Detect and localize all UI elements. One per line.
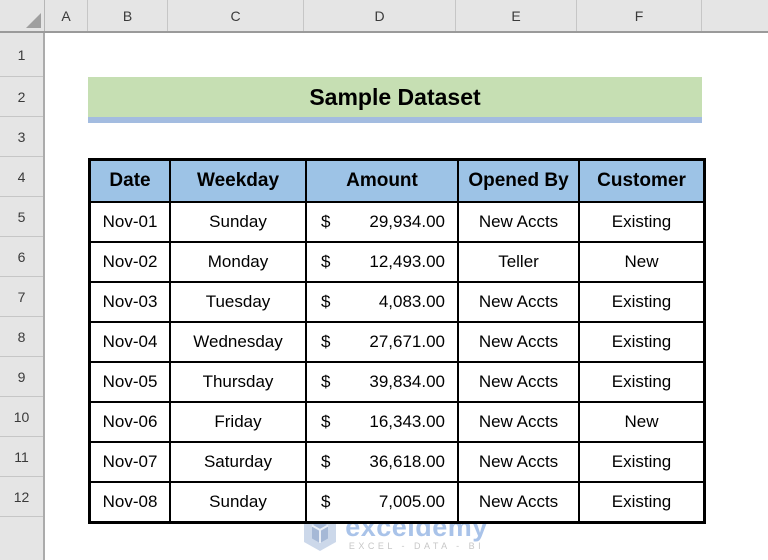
dataset-title-cell[interactable]: Sample Dataset <box>88 77 702 123</box>
table-row: Nov-02 Monday $12,493.00 Teller New <box>88 241 706 283</box>
cell-weekday[interactable]: Sunday <box>169 481 307 524</box>
cell-amount[interactable]: $39,834.00 <box>305 361 459 403</box>
currency-symbol: $ <box>321 492 331 511</box>
column-header-partial[interactable] <box>702 0 768 31</box>
table-row: Nov-04 Wednesday $27,671.00 New Accts Ex… <box>88 321 706 363</box>
currency-symbol: $ <box>321 292 331 311</box>
row-header-12[interactable]: 12 <box>0 477 43 517</box>
table-row: Nov-01 Sunday $29,934.00 New Accts Exist… <box>88 201 706 243</box>
table-row: Nov-07 Saturday $36,618.00 New Accts Exi… <box>88 441 706 483</box>
cell-customer[interactable]: Existing <box>578 201 706 243</box>
amount-value: 29,934.00 <box>369 212 445 231</box>
table-row: Nov-03 Tuesday $4,083.00 New Accts Exist… <box>88 281 706 323</box>
row-header-3[interactable]: 3 <box>0 117 43 157</box>
select-all-corner[interactable] <box>0 0 45 31</box>
cell-date[interactable]: Nov-05 <box>88 361 171 403</box>
dataset-table: Date Weekday Amount Opened By Customer N… <box>88 158 706 524</box>
cell-date[interactable]: Nov-08 <box>88 481 171 524</box>
row-header-7[interactable]: 7 <box>0 277 43 317</box>
currency-symbol: $ <box>321 252 331 271</box>
cell-opened-by[interactable]: New Accts <box>457 201 580 243</box>
row-header-5[interactable]: 5 <box>0 197 43 237</box>
table-row: Nov-06 Friday $16,343.00 New Accts New <box>88 401 706 443</box>
cell-weekday[interactable]: Sunday <box>169 201 307 243</box>
header-customer[interactable]: Customer <box>578 158 706 203</box>
cell-opened-by[interactable]: Teller <box>457 241 580 283</box>
currency-symbol: $ <box>321 212 331 231</box>
amount-value: 4,083.00 <box>378 292 445 311</box>
select-all-triangle-icon <box>26 13 41 28</box>
cell-date[interactable]: Nov-07 <box>88 441 171 483</box>
cell-customer[interactable]: Existing <box>578 481 706 524</box>
cell-opened-by[interactable]: New Accts <box>457 321 580 363</box>
cell-customer[interactable]: Existing <box>578 281 706 323</box>
header-opened-by[interactable]: Opened By <box>457 158 580 203</box>
cell-opened-by[interactable]: New Accts <box>457 441 580 483</box>
row-header-10[interactable]: 10 <box>0 397 43 437</box>
row-header-9[interactable]: 9 <box>0 357 43 397</box>
table-row: Nov-05 Thursday $39,834.00 New Accts Exi… <box>88 361 706 403</box>
cell-amount[interactable]: $12,493.00 <box>305 241 459 283</box>
column-header-f[interactable]: F <box>577 0 702 31</box>
watermark-tagline: EXCEL - DATA - BI <box>348 540 485 551</box>
currency-symbol: $ <box>321 332 331 351</box>
row-header-6[interactable]: 6 <box>0 237 43 277</box>
cell-amount[interactable]: $4,083.00 <box>305 281 459 323</box>
header-weekday[interactable]: Weekday <box>169 158 307 203</box>
cell-weekday[interactable]: Wednesday <box>169 321 307 363</box>
amount-value: 36,618.00 <box>369 452 445 471</box>
row-header-8[interactable]: 8 <box>0 317 43 357</box>
row-header-4[interactable]: 4 <box>0 157 43 197</box>
cell-weekday[interactable]: Monday <box>169 241 307 283</box>
row-header-strip: 1 2 3 4 5 6 7 8 9 10 11 12 <box>0 33 45 560</box>
header-date[interactable]: Date <box>88 158 171 203</box>
cell-opened-by[interactable]: New Accts <box>457 281 580 323</box>
cell-amount[interactable]: $36,618.00 <box>305 441 459 483</box>
column-header-strip: A B C D E F <box>0 0 768 33</box>
cell-opened-by[interactable]: New Accts <box>457 481 580 524</box>
row-header-1[interactable]: 1 <box>0 33 43 77</box>
cell-customer[interactable]: New <box>578 401 706 443</box>
cell-customer[interactable]: Existing <box>578 441 706 483</box>
cell-date[interactable]: Nov-01 <box>88 201 171 243</box>
cell-amount[interactable]: $7,005.00 <box>305 481 459 524</box>
cell-opened-by[interactable]: New Accts <box>457 401 580 443</box>
header-amount[interactable]: Amount <box>305 158 459 203</box>
cell-date[interactable]: Nov-04 <box>88 321 171 363</box>
cell-amount[interactable]: $29,934.00 <box>305 201 459 243</box>
column-header-e[interactable]: E <box>456 0 577 31</box>
column-header-c[interactable]: C <box>168 0 304 31</box>
cell-amount[interactable]: $16,343.00 <box>305 401 459 443</box>
cell-customer[interactable]: Existing <box>578 321 706 363</box>
amount-value: 27,671.00 <box>369 332 445 351</box>
cell-weekday[interactable]: Saturday <box>169 441 307 483</box>
row-header-partial[interactable] <box>0 517 43 560</box>
cell-weekday[interactable]: Tuesday <box>169 281 307 323</box>
amount-value: 12,493.00 <box>369 252 445 271</box>
cell-date[interactable]: Nov-03 <box>88 281 171 323</box>
cell-weekday[interactable]: Thursday <box>169 361 307 403</box>
column-header-b[interactable]: B <box>88 0 168 31</box>
column-header-a[interactable]: A <box>45 0 88 31</box>
row-header-11[interactable]: 11 <box>0 437 43 477</box>
cell-amount[interactable]: $27,671.00 <box>305 321 459 363</box>
currency-symbol: $ <box>321 412 331 431</box>
cell-weekday[interactable]: Friday <box>169 401 307 443</box>
amount-value: 16,343.00 <box>369 412 445 431</box>
currency-symbol: $ <box>321 452 331 471</box>
cell-customer[interactable]: Existing <box>578 361 706 403</box>
amount-value: 7,005.00 <box>378 492 445 511</box>
cell-date[interactable]: Nov-02 <box>88 241 171 283</box>
cell-date[interactable]: Nov-06 <box>88 401 171 443</box>
table-row: Nov-08 Sunday $7,005.00 New Accts Existi… <box>88 481 706 524</box>
currency-symbol: $ <box>321 372 331 391</box>
amount-value: 39,834.00 <box>369 372 445 391</box>
column-header-d[interactable]: D <box>304 0 456 31</box>
cell-opened-by[interactable]: New Accts <box>457 361 580 403</box>
table-header-row: Date Weekday Amount Opened By Customer <box>88 158 706 203</box>
row-header-2[interactable]: 2 <box>0 77 43 117</box>
cell-customer[interactable]: New <box>578 241 706 283</box>
